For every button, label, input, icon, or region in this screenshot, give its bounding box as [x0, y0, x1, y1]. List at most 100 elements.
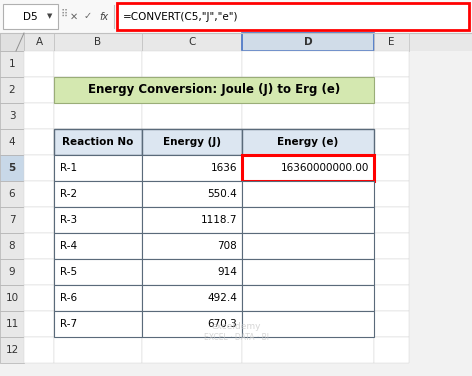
- FancyBboxPatch shape: [242, 181, 374, 207]
- FancyBboxPatch shape: [242, 337, 374, 363]
- FancyBboxPatch shape: [242, 259, 374, 285]
- Text: R-4: R-4: [60, 241, 77, 251]
- FancyBboxPatch shape: [242, 285, 374, 311]
- Text: ⠿: ⠿: [60, 9, 67, 18]
- FancyBboxPatch shape: [142, 103, 242, 129]
- FancyBboxPatch shape: [54, 233, 142, 259]
- Text: 5: 5: [8, 163, 16, 173]
- FancyBboxPatch shape: [142, 337, 242, 363]
- FancyBboxPatch shape: [242, 285, 374, 311]
- Text: 10: 10: [6, 293, 18, 303]
- Text: B: B: [94, 37, 101, 47]
- Text: R-3: R-3: [60, 215, 77, 225]
- FancyBboxPatch shape: [54, 33, 142, 51]
- FancyBboxPatch shape: [24, 233, 54, 259]
- FancyBboxPatch shape: [242, 207, 374, 233]
- Text: 2: 2: [8, 85, 15, 95]
- Text: R-7: R-7: [60, 319, 77, 329]
- FancyBboxPatch shape: [54, 181, 142, 207]
- FancyBboxPatch shape: [242, 155, 374, 181]
- FancyBboxPatch shape: [54, 311, 142, 337]
- FancyBboxPatch shape: [54, 77, 374, 103]
- FancyBboxPatch shape: [374, 207, 409, 233]
- Text: Energy (e): Energy (e): [278, 137, 338, 147]
- FancyBboxPatch shape: [24, 51, 54, 77]
- FancyBboxPatch shape: [374, 103, 409, 129]
- FancyBboxPatch shape: [374, 233, 409, 259]
- FancyBboxPatch shape: [24, 33, 54, 51]
- FancyBboxPatch shape: [242, 33, 374, 51]
- Text: ✓: ✓: [84, 12, 92, 21]
- FancyBboxPatch shape: [374, 337, 409, 363]
- FancyBboxPatch shape: [24, 285, 54, 311]
- FancyBboxPatch shape: [24, 129, 54, 155]
- Text: 16360000000.00: 16360000000.00: [281, 163, 369, 173]
- FancyBboxPatch shape: [142, 311, 242, 337]
- FancyBboxPatch shape: [0, 207, 24, 233]
- FancyBboxPatch shape: [24, 337, 54, 363]
- Text: Energy Conversion: Joule (J) to Erg (e): Energy Conversion: Joule (J) to Erg (e): [88, 83, 340, 97]
- Text: Energy (J): Energy (J): [163, 137, 221, 147]
- Text: EXCEL · DATA · BI: EXCEL · DATA · BI: [203, 333, 269, 342]
- Text: 1: 1: [8, 59, 15, 69]
- FancyBboxPatch shape: [54, 155, 142, 181]
- FancyBboxPatch shape: [24, 207, 54, 233]
- FancyBboxPatch shape: [54, 285, 142, 311]
- Text: fx: fx: [100, 12, 109, 21]
- FancyBboxPatch shape: [142, 259, 242, 285]
- FancyBboxPatch shape: [0, 259, 24, 285]
- FancyBboxPatch shape: [374, 155, 409, 181]
- Text: 7: 7: [8, 215, 15, 225]
- FancyBboxPatch shape: [0, 233, 24, 259]
- FancyBboxPatch shape: [242, 51, 374, 77]
- FancyBboxPatch shape: [24, 311, 54, 337]
- FancyBboxPatch shape: [242, 233, 374, 259]
- Text: 670.3: 670.3: [207, 319, 237, 329]
- FancyBboxPatch shape: [374, 311, 409, 337]
- Text: 492.4: 492.4: [207, 293, 237, 303]
- FancyBboxPatch shape: [242, 233, 374, 259]
- Text: 1118.7: 1118.7: [201, 215, 237, 225]
- FancyBboxPatch shape: [54, 51, 142, 77]
- FancyBboxPatch shape: [142, 181, 242, 207]
- FancyBboxPatch shape: [142, 259, 242, 285]
- Text: R-2: R-2: [60, 189, 77, 199]
- Text: R-6: R-6: [60, 293, 77, 303]
- FancyBboxPatch shape: [142, 155, 242, 181]
- Text: 708: 708: [217, 241, 237, 251]
- FancyBboxPatch shape: [0, 77, 24, 103]
- Text: ✕: ✕: [70, 12, 78, 21]
- FancyBboxPatch shape: [54, 77, 142, 103]
- Text: ▼: ▼: [47, 14, 53, 20]
- Text: 6: 6: [8, 189, 15, 199]
- Text: R-1: R-1: [60, 163, 77, 173]
- FancyBboxPatch shape: [24, 155, 54, 181]
- Text: E: E: [388, 37, 395, 47]
- FancyBboxPatch shape: [54, 285, 142, 311]
- Text: 8: 8: [8, 241, 15, 251]
- FancyBboxPatch shape: [142, 207, 242, 233]
- FancyBboxPatch shape: [142, 285, 242, 311]
- FancyBboxPatch shape: [0, 311, 24, 337]
- FancyBboxPatch shape: [54, 129, 142, 155]
- Text: 11: 11: [5, 319, 18, 329]
- FancyBboxPatch shape: [142, 155, 242, 181]
- FancyBboxPatch shape: [242, 77, 374, 103]
- FancyBboxPatch shape: [0, 337, 24, 363]
- FancyBboxPatch shape: [0, 181, 24, 207]
- FancyBboxPatch shape: [374, 259, 409, 285]
- FancyBboxPatch shape: [3, 4, 58, 29]
- FancyBboxPatch shape: [242, 181, 374, 207]
- FancyBboxPatch shape: [242, 311, 374, 337]
- Text: 4: 4: [8, 137, 15, 147]
- FancyBboxPatch shape: [54, 337, 142, 363]
- FancyBboxPatch shape: [374, 77, 409, 103]
- Text: D5: D5: [23, 12, 38, 21]
- FancyBboxPatch shape: [374, 285, 409, 311]
- FancyBboxPatch shape: [142, 181, 242, 207]
- Text: 550.4: 550.4: [207, 189, 237, 199]
- FancyBboxPatch shape: [142, 233, 242, 259]
- Text: exceldemy: exceldemy: [211, 322, 261, 331]
- FancyBboxPatch shape: [242, 103, 374, 129]
- FancyBboxPatch shape: [54, 259, 142, 285]
